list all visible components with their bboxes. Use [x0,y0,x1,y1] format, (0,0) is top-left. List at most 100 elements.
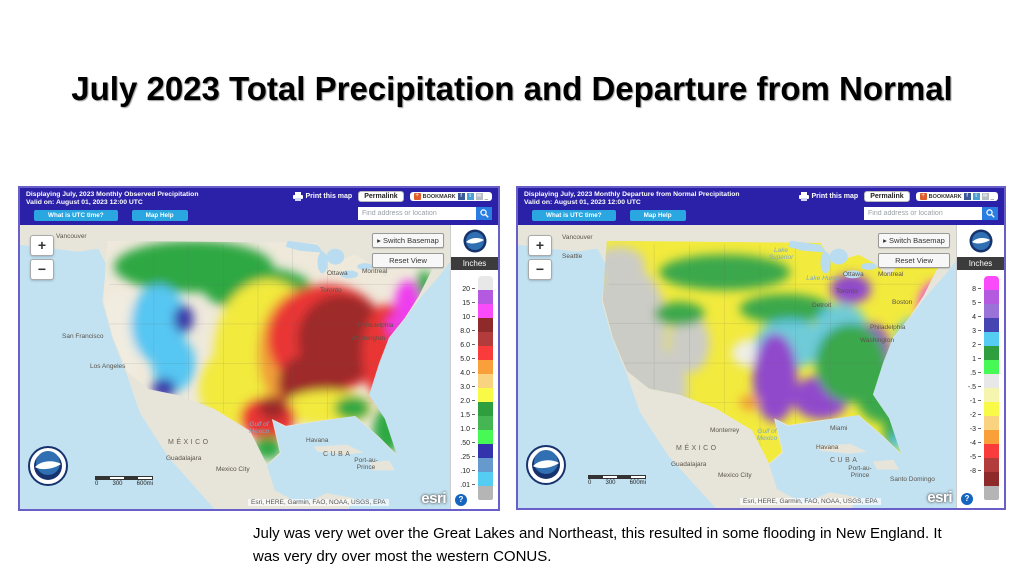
bookmark-widget[interactable]: + BOOKMARK f t ✉ _ [915,192,998,201]
map-canvas[interactable]: Vancouver San Francisco Los Angeles Otta… [20,225,498,509]
map-valid-line: Valid on: August 01, 2023 12:00 UTC [524,199,641,206]
switch-basemap-button[interactable]: ▸ Switch Basemap [372,233,444,248]
precip-legend: Inches 20 15 10 8.0 6.0 5.0 4.0 [450,225,498,509]
legend-tick: 1.5 [460,412,475,419]
legend-help-icon[interactable]: ? [455,494,467,506]
map-label: Gulf of Mexico [248,421,270,435]
map-label: Mexico City [216,466,250,473]
search-icon [985,209,995,218]
search-icon [479,209,489,218]
chevron-right-icon: ▸ [883,236,887,245]
map-label: Vancouver [562,234,593,241]
print-map-button[interactable]: Print this map [798,192,858,201]
addthis-icon: + [413,193,421,200]
map-header: Displaying July, 2023 Monthly Observed P… [20,188,498,225]
permalink-button[interactable]: Permalink [358,191,404,202]
esri-logo[interactable]: esri [421,490,446,507]
map-label: CUBA [830,457,860,464]
legend-tick: 5.0 [460,356,475,363]
map-label: Guadalajara [671,461,707,468]
observed-precip-map-panel: Displaying July, 2023 Monthly Observed P… [18,186,500,511]
map-label: Boston [892,299,913,306]
legend-tick: 5 [972,300,981,307]
facebook-icon[interactable]: f [963,193,971,200]
permalink-button[interactable]: Permalink [864,191,910,202]
more-share-icon[interactable]: _ [484,193,488,200]
map-label: Toronto [836,288,858,295]
legend-scale: 8 5 4 3 2 1 .5 -.5 -1 -2 -3 -4 -5 -8 ? [957,270,1004,508]
legend-tick: .25 [460,454,475,461]
map-label: Ottawa [843,271,864,278]
reset-view-button[interactable]: Reset View [372,253,444,268]
map-label: CUBA [323,451,353,458]
esri-logo[interactable]: esri [927,489,952,506]
zoom-in-button[interactable]: + [528,235,552,256]
map-label: Havana [306,437,329,444]
printer-icon [292,192,303,201]
map-label: Port-au-Prince [848,465,872,479]
legend-tick: 20 [462,286,475,293]
addthis-icon: + [919,193,927,200]
utc-time-button[interactable]: What is UTC time? [532,210,616,221]
legend-tick: -4 [970,440,981,447]
slide-caption: July was very wet over the Great Lakes a… [253,525,942,566]
facebook-icon[interactable]: f [457,193,465,200]
bookmark-label: BOOKMARK [928,193,962,200]
legend-tick: -.5 [968,384,981,391]
switch-basemap-button[interactable]: ▸ Switch Basemap [878,233,950,248]
map-label: Philadelphia [358,322,394,329]
legend-tick: 8.0 [460,328,475,335]
zoom-in-button[interactable]: + [30,235,54,256]
map-header: Displaying July, 2023 Monthly Departure … [518,188,1004,225]
map-label: Seattle [562,253,583,260]
noaa-logo-small [957,225,1004,257]
legend-tick: 8 [972,286,981,293]
reset-view-button[interactable]: Reset View [878,253,950,268]
map-help-button[interactable]: Map Help [131,210,188,221]
map-label: Los Angeles [90,363,126,370]
legend-help-icon[interactable]: ? [961,493,973,505]
slide-title: July 2023 Total Precipitation and Depart… [71,70,953,107]
legend-tick: -1 [970,398,981,405]
search-button[interactable] [476,207,492,220]
twitter-icon[interactable]: t [466,193,474,200]
search-button[interactable] [982,207,998,220]
map-attribution: Esri, HERE, Garmin, FAO, NOAA, USGS, EPA [740,498,881,505]
map-label: Mexico City [718,472,752,479]
legend-tick: 3.0 [460,384,475,391]
search-input[interactable] [864,207,982,220]
utc-time-button[interactable]: What is UTC time? [34,210,118,221]
search-input[interactable] [358,207,476,220]
map-label: Monterrey [710,427,740,434]
legend-tick: .10 [460,468,475,475]
map-help-button[interactable]: Map Help [629,210,686,221]
bookmark-widget[interactable]: + BOOKMARK f t ✉ _ [409,192,492,201]
legend-tick: 15 [462,300,475,307]
legend-tick: 1 [972,356,981,363]
legend-tick: -8 [970,468,981,475]
legend-tick: 6.0 [460,342,475,349]
map-label: Washington [860,337,895,344]
map-label: Vancouver [56,233,87,240]
zoom-out-button[interactable]: − [528,259,552,280]
legend-tick: 2 [972,342,981,349]
map-canvas[interactable]: Vancouver Seattle Ottawa Montreal Toront… [518,225,1004,508]
more-share-icon[interactable]: _ [990,193,994,200]
legend-tick: 3 [972,328,981,335]
print-map-button[interactable]: Print this map [292,192,352,201]
map-label: Montreal [878,271,904,278]
zoom-out-button[interactable]: − [30,259,54,280]
map-label: Havana [816,444,839,451]
legend-tick: 2.0 [460,398,475,405]
departure-legend: Inches 8 5 4 3 2 1 .5 - [956,225,1004,508]
email-icon[interactable]: ✉ [475,193,483,200]
map-attribution: Esri, HERE, Garmin, FAO, NOAA, USGS, EPA [248,499,389,506]
legend-tick: 4 [972,314,981,321]
map-label: Washington [351,335,386,342]
noaa-logo-small [451,225,498,257]
email-icon[interactable]: ✉ [981,193,989,200]
observed-precipitation-map [20,225,498,509]
twitter-icon[interactable]: t [972,193,980,200]
map-label: MÉXICO [168,439,211,446]
legend-scale: 20 15 10 8.0 6.0 5.0 4.0 3.0 2.0 1.5 1.0… [451,270,498,509]
